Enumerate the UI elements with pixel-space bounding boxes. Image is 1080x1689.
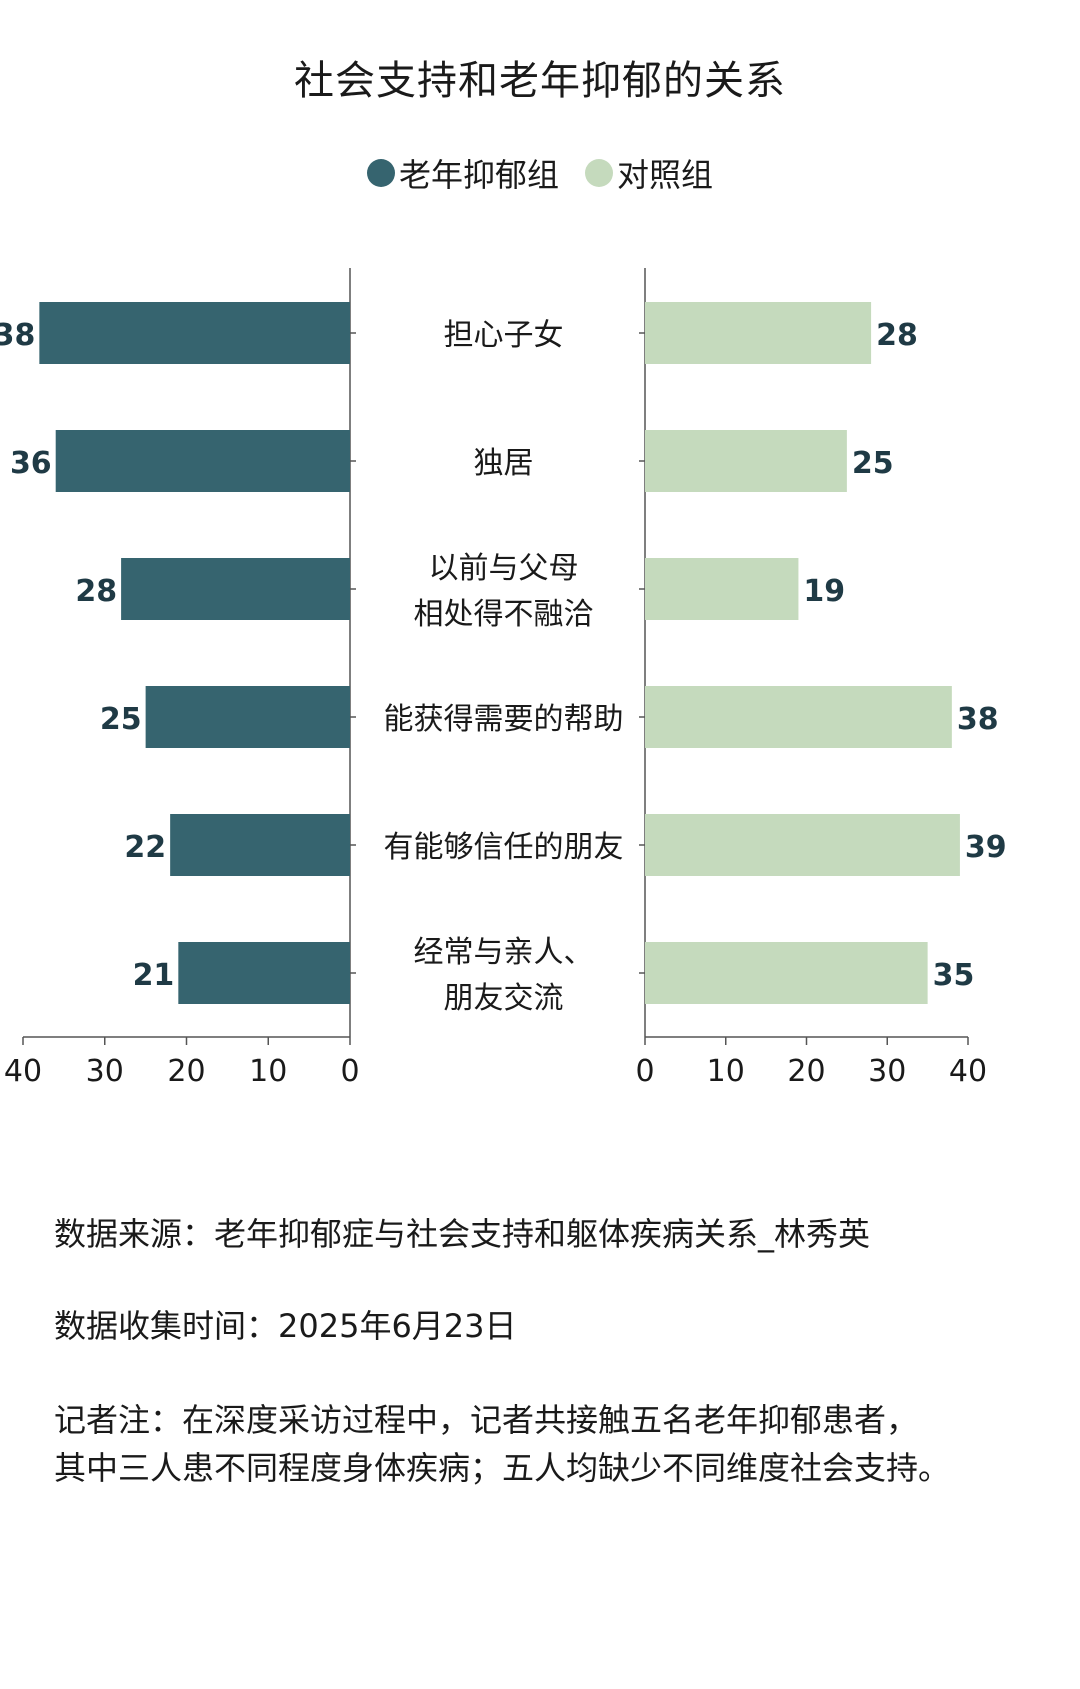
legend: 老年抑郁组 对照组 — [0, 150, 1080, 196]
value-label-depression: 28 — [75, 574, 117, 609]
category-label: 相处得不融洽 — [414, 597, 594, 632]
value-label-control: 19 — [803, 574, 845, 609]
bar-depression — [178, 942, 350, 1004]
value-label-control: 38 — [957, 702, 999, 737]
category-label: 独居 — [474, 446, 534, 481]
bar-depression — [39, 302, 350, 364]
left-x-tick-label: 0 — [340, 1054, 359, 1089]
value-label-control: 39 — [965, 830, 1007, 865]
left-x-tick-label: 20 — [167, 1054, 205, 1089]
reporter-note-line-2: 其中三人患不同程度身体疾病；五人均缺少不同维度社会支持。 — [54, 1449, 951, 1487]
right-x-tick-label: 10 — [707, 1054, 745, 1089]
value-label-depression: 25 — [100, 702, 142, 737]
right-x-tick-label: 40 — [949, 1054, 987, 1089]
value-label-depression: 38 — [0, 318, 35, 353]
category-label: 能获得需要的帮助 — [384, 702, 624, 737]
bar-depression — [145, 686, 350, 748]
value-label-control: 25 — [852, 446, 894, 481]
bar-depression — [55, 430, 350, 492]
bar-control — [645, 558, 799, 620]
category-label: 担心子女 — [444, 318, 564, 353]
legend-swatch-depression — [366, 159, 395, 187]
legend-label-depression: 老年抑郁组 — [398, 156, 559, 194]
category-label: 朋友交流 — [444, 981, 564, 1016]
value-label-depression: 22 — [124, 830, 166, 865]
category-label: 以前与父母 — [429, 551, 579, 586]
data-source-note: 数据来源：老年抑郁症与社会支持和躯体疾病关系_林秀英 — [54, 1215, 871, 1253]
category-label: 有能够信任的朋友 — [384, 830, 624, 865]
category-label: 经常与亲人、 — [414, 935, 594, 970]
bar-control — [645, 302, 872, 364]
value-label-control: 35 — [933, 958, 975, 993]
bar-control — [645, 942, 928, 1004]
value-label-depression: 36 — [10, 446, 52, 481]
chart-title: 社会支持和老年抑郁的关系 — [294, 58, 786, 104]
right-x-tick-label: 20 — [787, 1054, 825, 1089]
reporter-note-line-1: 记者注：在深度采访过程中，记者共接触五名老年抑郁患者， — [54, 1401, 919, 1439]
legend-swatch-control — [585, 159, 613, 187]
legend-item-depression: 老年抑郁组 — [366, 150, 559, 196]
right-x-tick-label: 30 — [868, 1054, 906, 1089]
value-label-depression: 21 — [133, 958, 175, 993]
left-x-tick-label: 40 — [4, 1054, 42, 1089]
bar-control — [645, 686, 952, 748]
bar-control — [645, 430, 847, 492]
bar-control — [645, 814, 960, 876]
left-x-tick-label: 30 — [86, 1054, 124, 1089]
bar-depression — [170, 814, 350, 876]
right-x-tick-label: 0 — [635, 1054, 654, 1089]
legend-item-control: 对照组 — [585, 150, 713, 196]
legend-label-control: 对照组 — [617, 156, 714, 194]
data-date-note: 数据收集时间：2025年6月23日 — [54, 1307, 517, 1345]
bar-depression — [121, 558, 350, 620]
value-label-control: 28 — [876, 318, 918, 353]
left-x-tick-label: 10 — [249, 1054, 287, 1089]
